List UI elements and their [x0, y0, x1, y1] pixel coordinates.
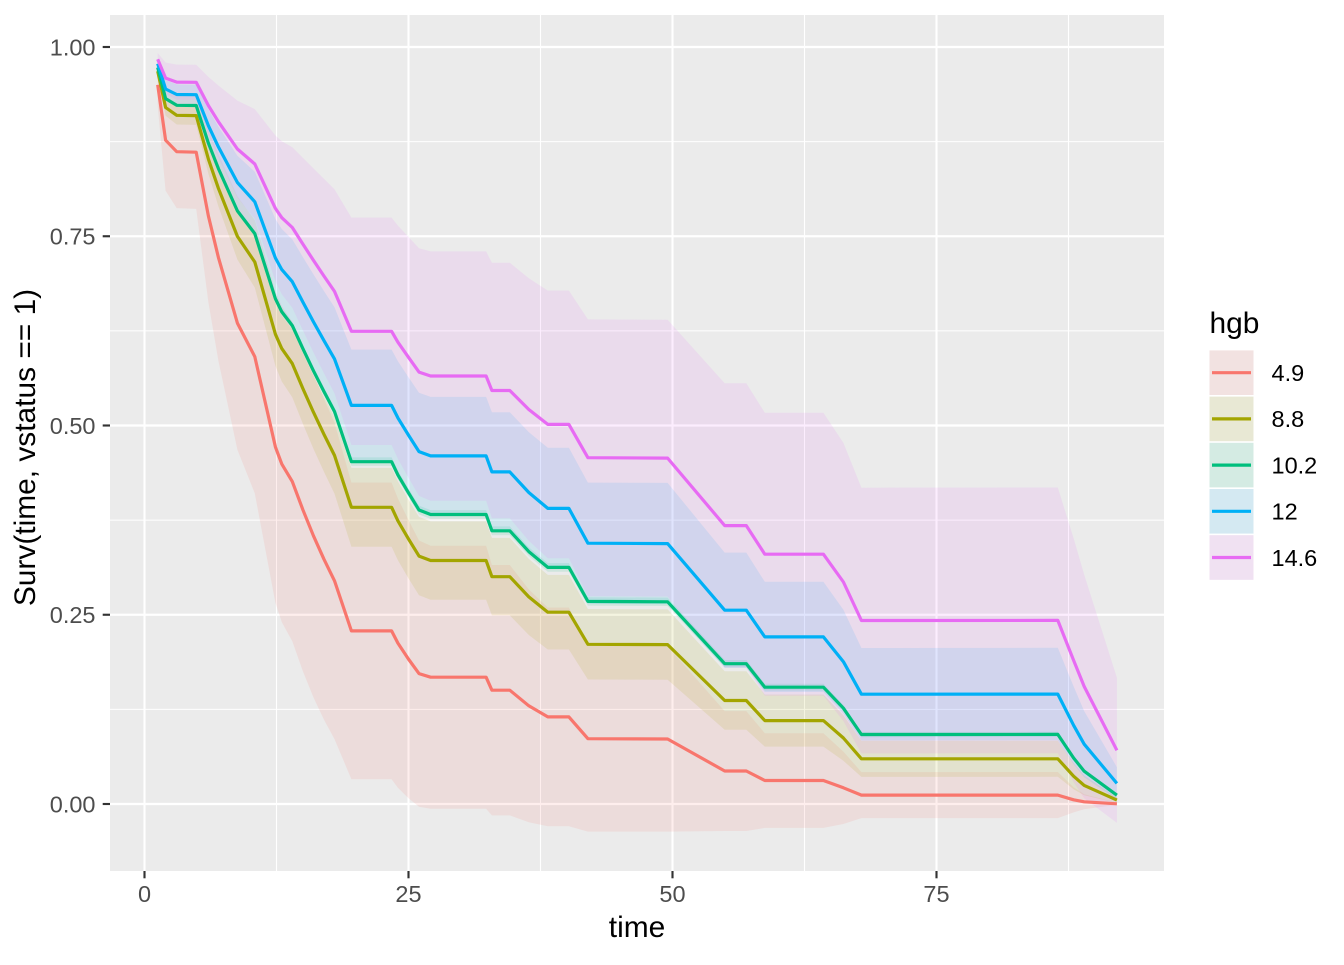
svg-text:12: 12	[1272, 499, 1298, 525]
svg-text:8.8: 8.8	[1272, 406, 1305, 432]
svg-text:75: 75	[923, 881, 949, 907]
svg-text:0.75: 0.75	[50, 224, 96, 250]
svg-text:14.6: 14.6	[1272, 545, 1318, 571]
svg-text:1.00: 1.00	[50, 34, 96, 60]
svg-text:0.00: 0.00	[50, 791, 96, 817]
svg-text:hgb: hgb	[1210, 307, 1260, 340]
svg-text:0.25: 0.25	[50, 602, 96, 628]
svg-text:25: 25	[395, 881, 421, 907]
svg-text:time: time	[609, 911, 665, 944]
svg-text:Surv(time, vstatus == 1): Surv(time, vstatus == 1)	[9, 289, 42, 606]
svg-text:0: 0	[138, 881, 151, 907]
svg-text:50: 50	[659, 881, 685, 907]
svg-text:0.50: 0.50	[50, 413, 96, 439]
svg-text:4.9: 4.9	[1272, 360, 1305, 386]
svg-text:10.2: 10.2	[1272, 452, 1318, 478]
